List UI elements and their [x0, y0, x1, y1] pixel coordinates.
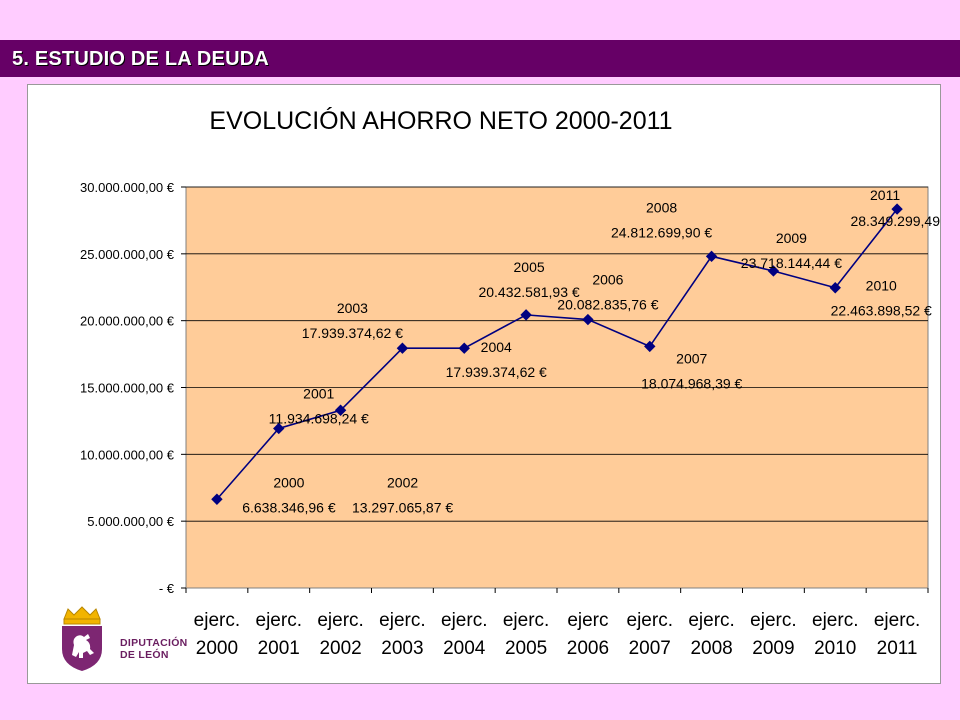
- section-banner: 5. ESTUDIO DE LA DEUDA: [0, 40, 960, 77]
- data-label-value: 20.082.835,76 €: [557, 297, 658, 313]
- data-label-year: 2001: [303, 385, 334, 401]
- plot-area: - € 5.000.000,00 € 10.000.000,00 € 15.000.0…: [80, 180, 952, 659]
- data-point: [211, 493, 223, 505]
- x-tick-label: 2008: [690, 638, 732, 659]
- x-tick-label: 2004: [443, 638, 486, 659]
- logo: DIPUTACIÓN DE LEÓN: [50, 605, 187, 680]
- y-tick-label: - €: [159, 581, 175, 596]
- x-tick-label: 2000: [196, 638, 238, 659]
- section-title: 5. ESTUDIO DE LA DEUDA: [12, 48, 270, 70]
- x-tick-label: 2003: [381, 638, 423, 659]
- chart-title: EVOLUCIÓN AHORRO NETO 2000-2011: [209, 106, 672, 135]
- x-tick-label: ejerc.: [317, 610, 363, 631]
- x-tick-label: ejerc.: [688, 610, 734, 631]
- y-tick-label: 30.000.000,00 €: [80, 180, 175, 195]
- y-tick-label: 5.000.000,00 €: [87, 514, 175, 529]
- x-tick-label: ejerc.: [194, 610, 240, 631]
- data-label-year: 2002: [387, 474, 418, 490]
- x-tick-label: 2001: [258, 638, 300, 659]
- data-label-value: 24.812.699,90 €: [611, 224, 712, 240]
- x-tick-label: ejerc.: [503, 610, 549, 631]
- data-point: [458, 342, 470, 354]
- data-point: [273, 422, 285, 435]
- y-tick-label: 10.000.000,00 €: [80, 447, 175, 462]
- data-label-value: 28.349.299,49 €: [850, 213, 940, 229]
- data-point: [767, 265, 780, 277]
- data-label-value: 6.638.346,96 €: [242, 499, 336, 515]
- logo-line-1: DIPUTACIÓN: [120, 637, 188, 649]
- x-tick-label: 2009: [752, 638, 794, 659]
- logo-line-2: DE LEÓN: [120, 649, 169, 661]
- data-point: [582, 313, 594, 326]
- chart-panel: EVOLUCIÓN AHORRO NETO 2000-2011 - € 5.000…: [27, 84, 952, 684]
- data-label-year: 2006: [592, 272, 623, 288]
- x-tick-label: 2002: [319, 638, 361, 659]
- y-tick-label: 20.000.000,00 €: [80, 314, 175, 329]
- x-tick-label: ejerc.: [256, 610, 302, 631]
- data-label-year: 2009: [776, 230, 807, 246]
- data-point: [644, 340, 656, 353]
- x-tick-label: ejerc: [567, 610, 608, 631]
- x-tick-label: ejerc.: [627, 610, 673, 631]
- data-label-value: 20.432.581,93 €: [478, 284, 579, 300]
- data-label-value: 22.463.898,52 €: [831, 303, 932, 319]
- data-label-value: 23.718.144,44 €: [741, 255, 842, 271]
- x-tick-label: 2011: [877, 638, 918, 659]
- data-label-year: 2011: [870, 187, 900, 203]
- data-label-year: 2000: [273, 474, 304, 490]
- y-tick-label: 15.000.000,00 €: [80, 381, 175, 396]
- x-tick-label: 2006: [567, 638, 609, 659]
- data-label-year: 2005: [514, 259, 545, 275]
- data-label-year: 2003: [337, 300, 368, 316]
- data-point: [520, 309, 532, 321]
- x-tick-label: ejerc.: [379, 610, 425, 631]
- line-chart: EVOLUCIÓN AHORRO NETO 2000-2011 - € 5.000…: [80, 106, 952, 659]
- data-label-value: 17.939.374,62 €: [302, 325, 403, 341]
- x-tick-label: 2005: [505, 638, 547, 659]
- coat-of-arms-icon: [62, 606, 102, 671]
- x-tick-label: 2010: [814, 638, 856, 659]
- data-point: [829, 282, 841, 294]
- data-label-year: 2007: [676, 350, 707, 366]
- x-tick-label: ejerc.: [874, 610, 920, 631]
- data-point: [396, 342, 409, 354]
- data-label-year: 2010: [866, 278, 897, 294]
- data-label-value: 13.297.065,87 €: [352, 499, 453, 515]
- x-tick-label: ejerc.: [750, 610, 796, 631]
- data-label-year: 2008: [646, 199, 677, 215]
- x-tick-label: 2007: [629, 638, 671, 659]
- data-point: [334, 404, 347, 416]
- x-tick-label: ejerc.: [812, 610, 858, 631]
- data-label-value: 17.939.374,62 €: [446, 364, 547, 380]
- y-tick-label: 25.000.000,00 €: [80, 247, 175, 262]
- data-label-value: 18.074.968,39 €: [641, 375, 742, 391]
- data-point: [705, 250, 718, 263]
- data-label-year: 2004: [481, 339, 512, 355]
- data-label-value: 11.934.698,24 €: [269, 410, 369, 426]
- logo-text: DIPUTACIÓN DE LEÓN: [120, 637, 188, 661]
- data-point: [891, 203, 903, 215]
- x-tick-label: ejerc.: [441, 610, 487, 631]
- series-line: [216, 208, 898, 500]
